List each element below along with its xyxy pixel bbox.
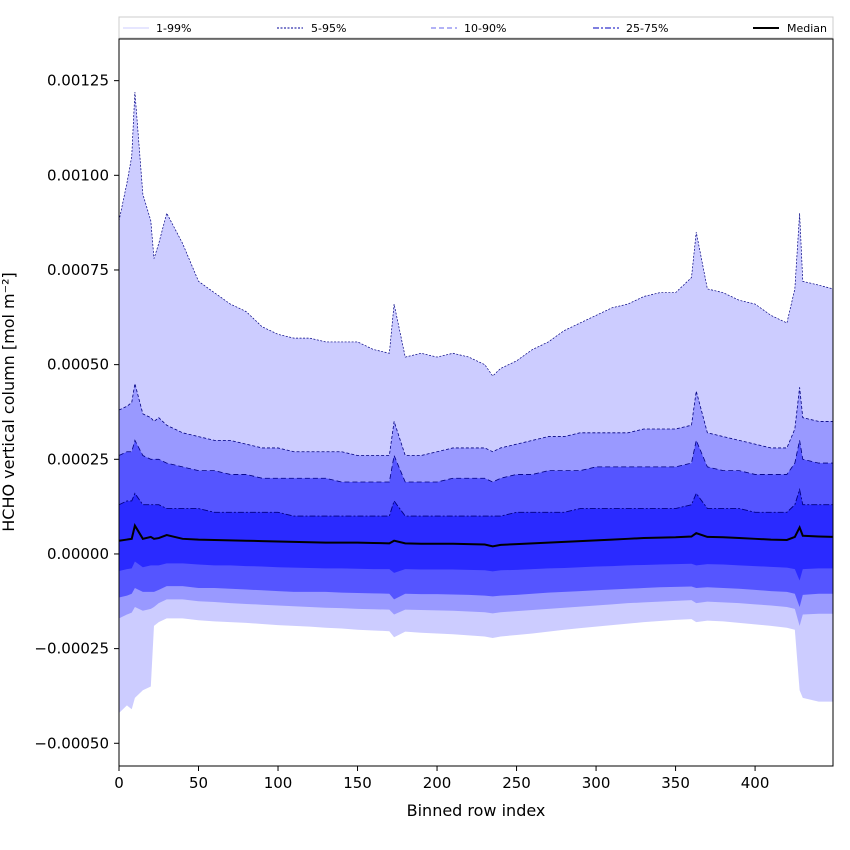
legend-label: 5-95%: [311, 22, 346, 35]
percentile-bands: [119, 92, 833, 713]
x-tick-label: 0: [114, 774, 124, 792]
x-tick-label: 100: [264, 774, 293, 792]
legend-label: Median: [787, 22, 827, 35]
y-axis: −0.00050 −0.00025 0.00000 0.00025 0.00050 0.0…: [34, 72, 119, 752]
legend-label: 25-75%: [626, 22, 668, 35]
x-tick-label: 300: [582, 774, 611, 792]
y-tick-label: 0.00075: [47, 261, 109, 279]
band-25-75: [119, 489, 833, 581]
x-tick-label: 250: [502, 774, 531, 792]
legend-box: [118, 16, 834, 39]
line-median: [118, 522, 834, 548]
plot-frame: [118, 38, 834, 767]
x-axis-label: Binned row index: [407, 801, 546, 820]
y-tick-label: 0.00025: [47, 450, 109, 468]
y-tick-label: 0.00000: [47, 545, 109, 563]
x-tick-label: 50: [189, 774, 208, 792]
y-tick-label: −0.00050: [34, 734, 109, 752]
y-tick-label: 0.00125: [47, 72, 109, 90]
x-tick-label: 200: [423, 774, 452, 792]
line-p90: [118, 439, 833, 483]
y-tick-label: 0.00100: [47, 166, 109, 184]
x-axis: 0 50 100 150 200 250 300 350 400: [114, 766, 769, 792]
y-tick-label: −0.00025: [34, 640, 109, 658]
x-tick-label: 350: [661, 774, 690, 792]
line-p95: [118, 383, 833, 456]
percentile-lines: [118, 91, 834, 548]
y-axis-label: HCHO vertical column [mol m⁻²]: [0, 272, 18, 531]
legend-label: 10-90%: [464, 22, 506, 35]
x-tick-label: 150: [343, 774, 372, 792]
legend: 1-99% 5-95% 10-90% 25-75% Median: [118, 16, 834, 39]
legend-label: 1-99%: [156, 22, 191, 35]
x-tick-label: 400: [741, 774, 770, 792]
line-p75: [118, 487, 833, 517]
line-p99: [118, 91, 834, 377]
y-tick-label: 0.00050: [47, 356, 109, 374]
